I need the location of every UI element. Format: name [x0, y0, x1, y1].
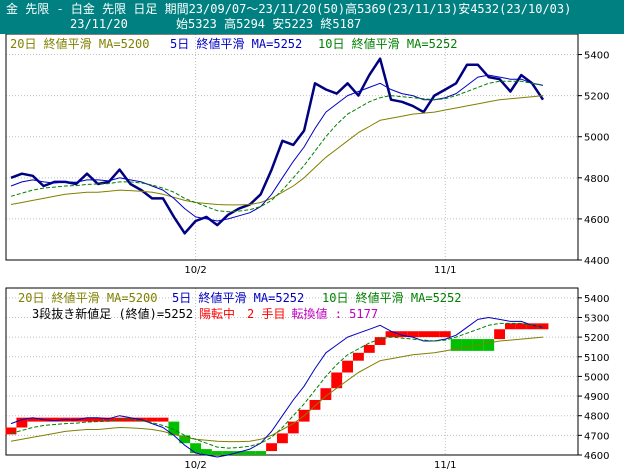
header-line-1: 金 先限 - 白金 先限 日足 期間23/09/07～23/11/20(50)高…	[6, 2, 572, 16]
new-price-x-tick-label-1: 11/1	[434, 460, 456, 471]
price-x-axis: 10/2 11/1	[184, 265, 456, 276]
annotation-reversal: 転換値 : 5177	[292, 306, 379, 321]
new-price-brick-49	[537, 323, 549, 330]
new-price-brick-34	[374, 337, 386, 345]
new-price-brick-26	[287, 421, 299, 434]
price-x-tick-label-1: 11/1	[434, 265, 456, 276]
price-legend-ma10: 10日 終値平滑 MA=5252	[318, 36, 457, 51]
new-price-legend-ma20: 20日 終値平滑 MA=5200	[18, 290, 157, 305]
new-price-brick-46	[505, 323, 516, 330]
new-price-brick-24	[266, 443, 277, 452]
new-price-brick-30	[331, 372, 343, 389]
price-y-tick-label-1: 4600	[584, 215, 609, 226]
new-price-brick-13	[146, 417, 158, 422]
price-y-tick-label-2: 4800	[584, 174, 609, 185]
new-price-brick-39	[429, 331, 440, 338]
price-legend-ma5: 5日 終値平滑 MA=5252	[170, 36, 302, 51]
price-line-ma5	[10, 74, 544, 222]
new-price-y-tick-label-0: 4600	[584, 451, 609, 462]
new-price-brick-7	[81, 417, 93, 422]
new-price-brick-2	[27, 417, 39, 422]
new-price-y-tick-label-1: 4700	[584, 431, 609, 442]
new-price-y-tick-label-6: 5200	[584, 333, 609, 344]
new-price-brick-44	[483, 339, 495, 351]
annotation-count: 2 手目	[247, 307, 285, 321]
price-y-tick-label-0: 4400	[584, 256, 609, 267]
price-line-ma10	[10, 80, 544, 213]
new-price-x-tick-label-0: 10/2	[184, 460, 206, 471]
price-y-axis: 4400 4600 4800 5000 5200 5400	[578, 51, 609, 267]
new-price-panel: 4600 4700 4800 4900 5000 5100 5200 5300 5400 10/…	[0, 287, 624, 475]
new-price-x-axis: 10/2 11/1	[184, 460, 456, 471]
new-price-brick-40	[439, 331, 451, 338]
new-price-brick-17	[190, 443, 201, 454]
chart-canvas: 4400 4600 4800 5000 5200 5400 10/2 11/1 20日 終値…	[0, 34, 624, 475]
new-price-brick-22	[244, 451, 256, 455]
price-line-price	[10, 57, 545, 235]
new-price-brick-14	[157, 417, 169, 422]
new-price-legend-ma5: 5日 終値平滑 MA=5252	[172, 290, 304, 305]
new-price-y-axis: 4600 4700 4800 4900 5000 5100 5200 5300 5400	[578, 294, 609, 462]
price-legend-ma20: 20日 終値平滑 MA=5200	[10, 36, 149, 51]
price-series	[10, 57, 545, 235]
chart-header: 金 先限 - 白金 先限 日足 期間23/09/07～23/11/20(50)高…	[0, 0, 624, 34]
new-price-brick-9	[103, 417, 115, 422]
new-price-brick-35	[385, 331, 397, 338]
new-price-brick-48	[526, 323, 538, 330]
new-price-brick-41	[450, 339, 462, 351]
new-price-brick-31	[342, 360, 353, 373]
new-price-brick-23	[255, 451, 267, 455]
new-price-y-tick-label-5: 5100	[584, 353, 609, 364]
new-price-brick-15	[168, 421, 180, 436]
price-y-tick-label-5: 5400	[584, 51, 609, 62]
new-price-annotation: 3段抜き新値足 (終値)=5252 陽転中 2 手目 転換値 : 5177	[32, 306, 378, 321]
price-plot-frame	[5, 34, 579, 261]
new-price-brick-28	[309, 399, 321, 410]
annotation-status: 陽転中	[199, 306, 235, 321]
new-price-brick-32	[353, 352, 364, 361]
price-x-tick-label-0: 10/2	[184, 265, 206, 276]
new-price-brick-33	[363, 344, 375, 353]
new-price-brick-47	[515, 323, 527, 330]
new-price-brick-42	[461, 339, 473, 351]
new-price-brick-4	[49, 417, 60, 422]
new-price-y-tick-label-2: 4800	[584, 412, 609, 423]
new-price-brick-21	[233, 451, 245, 455]
new-price-series	[10, 317, 544, 458]
new-price-brick-45	[494, 329, 505, 340]
annotation-prefix: 3段抜き新値足 (終値)=5252	[32, 306, 193, 321]
new-price-brick-18	[201, 449, 212, 455]
new-price-y-tick-label-3: 4900	[584, 392, 609, 403]
new-price-brick-20	[222, 451, 234, 455]
new-price-plot-frame	[5, 287, 579, 456]
new-price-brick-8	[92, 417, 104, 422]
new-price-brick-37	[407, 331, 419, 338]
new-price-brick-16	[179, 435, 191, 444]
new-price-brick-0	[5, 427, 17, 435]
header-date: 23/11/20	[70, 17, 128, 31]
new-price-brick-29	[320, 388, 332, 400]
price-y-tick-label-4: 5200	[584, 92, 609, 103]
new-price-line-ma10	[10, 322, 544, 449]
new-price-line-ma5	[10, 317, 544, 458]
new-price-y-tick-label-8: 5400	[584, 294, 609, 305]
new-price-brick-36	[396, 331, 408, 338]
new-price-y-tick-label-7: 5300	[584, 313, 609, 324]
header-ohlc: 始5323 高5294 安5223 終5187	[176, 17, 362, 31]
new-price-brick-19	[211, 451, 223, 455]
new-price-brick-25	[277, 433, 288, 444]
new-price-brick-1	[16, 417, 28, 428]
price-panel: 4400 4600 4800 5000 5200 5400 10/2 11/1 20日 終値…	[0, 34, 624, 276]
new-price-legend-ma10: 10日 終値平滑 MA=5252	[322, 290, 461, 305]
price-y-tick-label-3: 5000	[584, 133, 609, 144]
new-price-y-tick-label-4: 5000	[584, 372, 609, 383]
new-price-brick-38	[418, 331, 429, 338]
